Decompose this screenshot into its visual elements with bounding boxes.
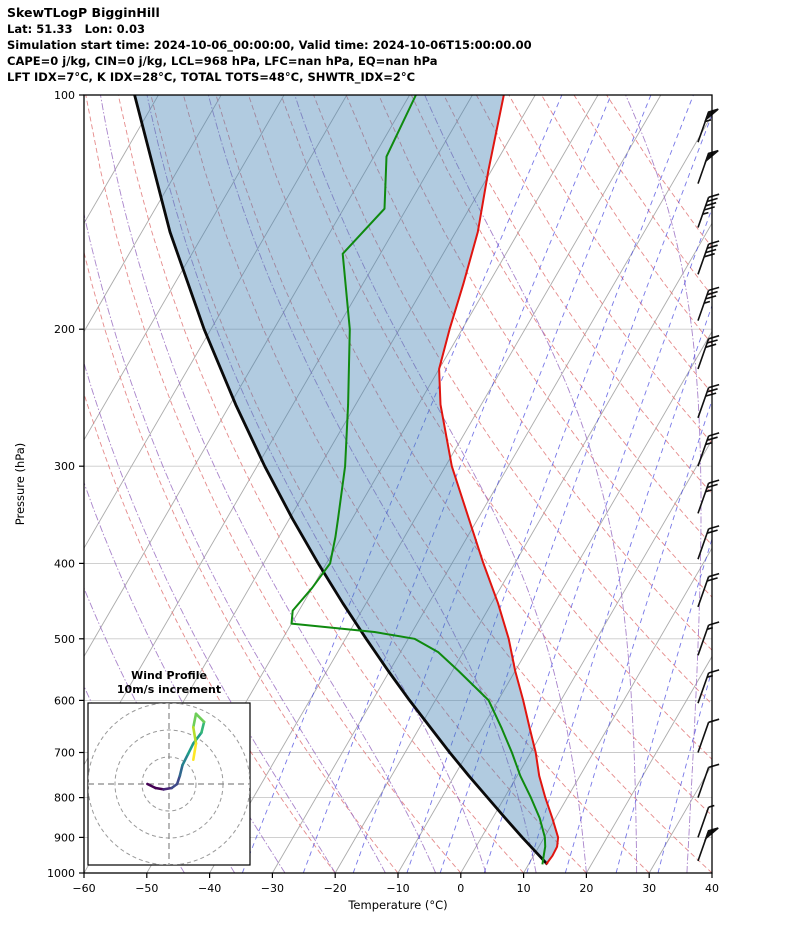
svg-text:0: 0 [457,882,464,895]
svg-text:−10: −10 [386,882,409,895]
wind-trace-segment [200,720,206,735]
wind-trace-segment [154,786,165,791]
svg-text:20: 20 [579,882,593,895]
x-axis-label: Temperature (°C) [347,898,447,912]
cin-shade-area [134,95,559,865]
svg-text:40: 40 [705,882,719,895]
wind-trace-segment [192,742,198,762]
svg-text:−40: −40 [198,882,221,895]
y-axis-label: Pressure (hPa) [13,443,27,526]
title-block: SkewTLogP BigginHill Lat: 51.33 Lon: 0.0… [7,5,532,85]
dewpoint-line [290,95,547,865]
svg-text:200: 200 [54,323,75,336]
wind-trace-segment [194,712,206,724]
cape-cin-line: CAPE=0 j/kg, CIN=0 j/kg, LCL=968 hPa, LF… [7,54,438,68]
wind-barb [697,240,720,275]
svg-text:900: 900 [54,831,75,844]
wind-barb [697,432,720,467]
svg-text:−60: −60 [72,882,95,895]
svg-text:800: 800 [54,792,75,805]
wind-trace-segment [175,774,182,786]
svg-text:10: 10 [517,882,531,895]
wind-trace-segment [181,752,190,767]
chart-title: SkewTLogP BigginHill [7,5,160,20]
svg-text:−30: −30 [261,882,284,895]
svg-text:500: 500 [54,633,75,646]
hodograph-plot [88,703,250,865]
temperature-line [438,95,560,865]
wind-trace-segment [192,712,198,729]
svg-text:700: 700 [54,746,75,759]
wind-barb [697,334,720,370]
wind-barb [697,572,720,608]
wind-trace-segment [178,763,184,778]
wind-barb [697,827,719,862]
dry-adiabats [84,95,712,873]
wind-trace-segment [146,782,157,790]
wind-trace-segment [162,786,173,791]
svg-text:−20: −20 [324,882,347,895]
hodograph-title: Wind Profile [131,669,207,682]
hodograph-subtitle: 10m/s increment [117,683,221,696]
latlon-line: Lat: 51.33 Lon: 0.03 [7,22,145,36]
wind-trace-segment [186,742,195,756]
wind-barb [697,193,720,228]
wind-trace-segment [192,725,198,745]
wind-barb [697,763,720,798]
sim-time-line: Simulation start time: 2024-10-06_00:00:… [7,38,532,52]
svg-text:600: 600 [54,694,75,707]
mixing-ratio-lines [241,95,712,873]
wind-barb [697,718,720,753]
svg-text:−50: −50 [135,882,158,895]
svg-text:400: 400 [54,557,75,570]
svg-text:1000: 1000 [47,867,75,880]
wind-barb [697,383,720,419]
wind-barb [697,149,719,184]
svg-text:300: 300 [54,460,75,473]
parcel-profile-line [133,95,549,866]
indices-line: LFT IDX=7°C, K IDX=28°C, TOTAL TOTS=48°C… [7,70,416,84]
svg-text:30: 30 [642,882,656,895]
svg-text:100: 100 [54,89,75,102]
